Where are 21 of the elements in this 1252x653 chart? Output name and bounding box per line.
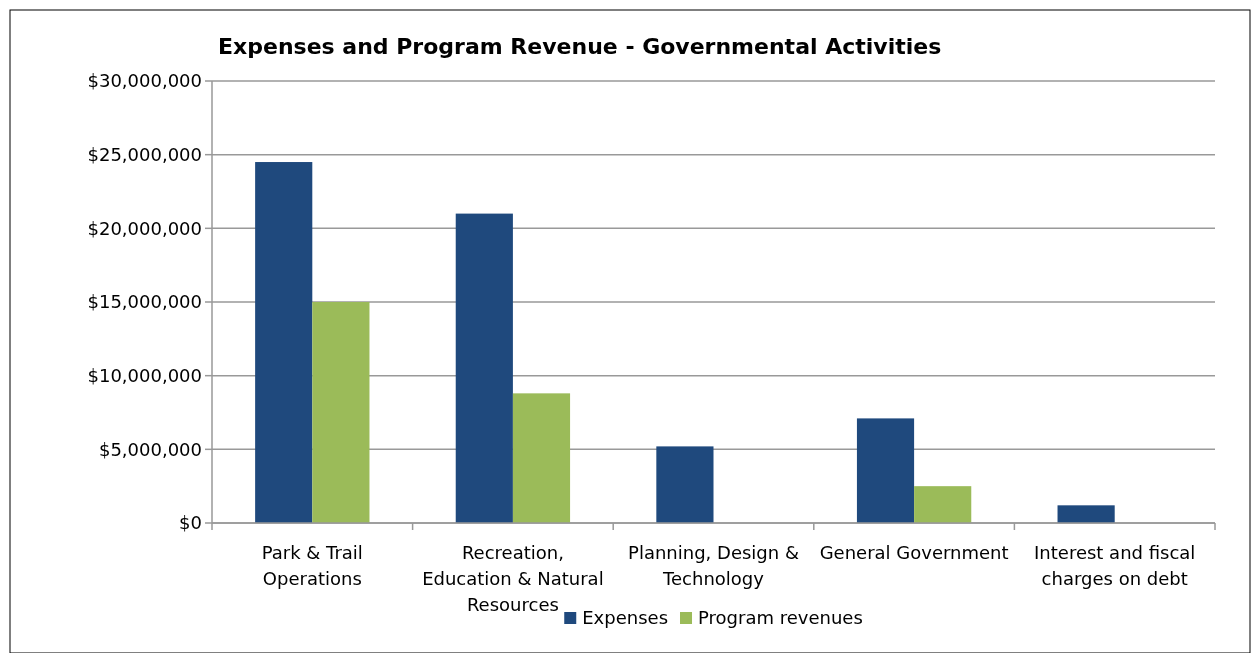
bar — [914, 486, 972, 523]
y-tick-label: $0 — [179, 512, 202, 534]
bar — [312, 302, 370, 523]
y-tick-label: $20,000,000 — [87, 217, 202, 239]
x-tick-label: Interest and fiscal charges on debt — [1034, 542, 1196, 589]
bar — [656, 446, 714, 523]
y-tick-label: $15,000,000 — [87, 291, 202, 313]
bar — [856, 418, 915, 523]
y-tick-label: $5,000,000 — [98, 438, 202, 460]
y-tick-label: $10,000,000 — [87, 364, 202, 386]
x-tick-label: Park & Trail Operations — [261, 542, 363, 589]
bar — [512, 393, 571, 523]
y-tick-label: $30,000,000 — [87, 70, 202, 92]
bar — [455, 213, 513, 523]
legend-label: Program revenues — [698, 607, 863, 628]
x-tick-label: General Government — [819, 542, 1009, 563]
x-tick-label: Planning, Design & Technology — [628, 542, 799, 589]
chart-title: Expenses and Program Revenue - Governmental Activities — [218, 34, 942, 59]
bar — [255, 162, 313, 523]
bar — [1057, 505, 1115, 523]
y-tick-label: $25,000,000 — [87, 143, 202, 165]
